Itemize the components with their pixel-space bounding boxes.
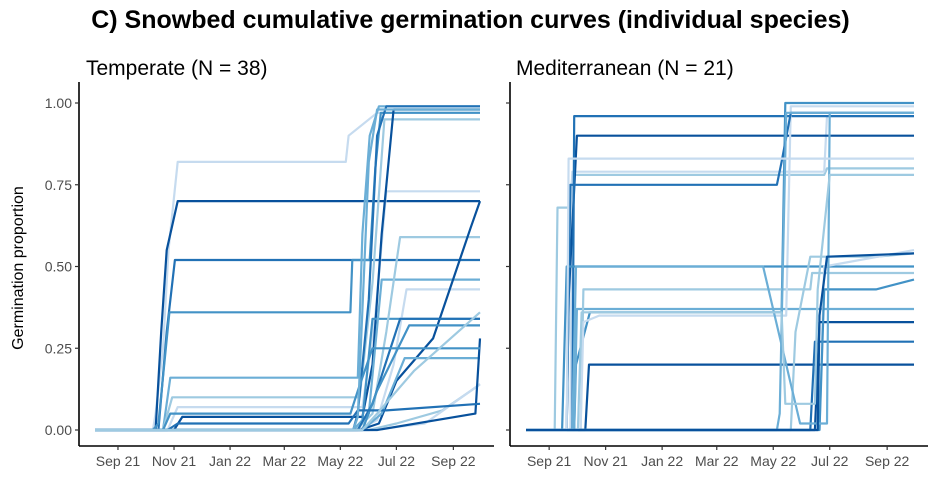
x-tick-label: Sep 22 [431, 453, 476, 469]
series-line [526, 249, 915, 432]
x-tick-label: Sep 22 [865, 453, 910, 469]
series-line [526, 111, 914, 432]
series-line [95, 111, 480, 432]
series-line [526, 134, 914, 432]
series-line [526, 271, 914, 432]
panel-title-temperate: Temperate (N = 38) [86, 57, 268, 80]
series-line [95, 105, 480, 432]
panel-title-mediterranean: Mediterranean (N = 21) [516, 57, 734, 80]
figure-title: C) Snowbed cumulative germination curves… [91, 6, 850, 34]
series-line [95, 111, 480, 432]
panel-1: Sep 21 Nov 21 Jan 22 Mar 22 May 22 Jul 22 Sep … [506, 82, 928, 469]
series-group [95, 105, 482, 432]
x-tick-label: Nov 21 [583, 453, 628, 469]
series-line [526, 111, 914, 432]
panel-0: 0.00 0.25 0.50 0.75 1.00 Sep 21 Nov 21 Jan 22 Ma… [45, 82, 494, 469]
x-tick-label: Jan 22 [209, 453, 251, 469]
series-group [526, 101, 915, 432]
y-tick-label: 0.50 [45, 259, 72, 275]
x-tick-label: Jul 22 [811, 453, 849, 469]
series-line [526, 252, 915, 432]
x-tick-label: Sep 21 [96, 453, 141, 469]
x-tick-label: May 22 [750, 453, 796, 469]
series-line [95, 357, 480, 432]
series-line [526, 321, 914, 432]
y-tick-label: 1.00 [45, 95, 72, 111]
x-tick-label: Sep 21 [527, 453, 572, 469]
y-tick-label: 0.25 [45, 340, 72, 356]
x-tick-label: Nov 21 [152, 453, 197, 469]
series-line [95, 190, 480, 432]
series-line [95, 258, 480, 432]
series-line [526, 173, 914, 432]
series-line [95, 118, 480, 432]
series-line [95, 311, 481, 432]
series-line [95, 105, 480, 432]
x-tick-label: Jan 22 [641, 453, 683, 469]
x-tick-label: May 22 [317, 453, 363, 469]
series-line [95, 200, 480, 432]
series-line [95, 200, 482, 432]
series-line [95, 236, 480, 432]
y-tick-label: 0.75 [45, 177, 72, 193]
series-line [95, 108, 480, 432]
x-tick-label: Mar 22 [262, 453, 306, 469]
series-line [526, 340, 914, 432]
x-tick-label: Mar 22 [695, 453, 739, 469]
series-line [95, 108, 480, 432]
series-line [526, 363, 914, 432]
x-tick-label: Jul 22 [378, 453, 416, 469]
y-tick-label: 0.00 [45, 422, 72, 438]
series-line [526, 111, 914, 432]
series-line [526, 105, 914, 432]
